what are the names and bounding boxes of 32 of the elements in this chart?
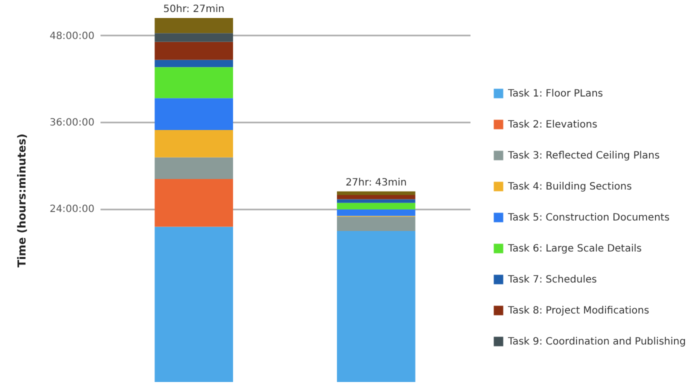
- legend-label: Task 8: Project Modifications: [507, 306, 650, 316]
- legend-label: Task 9: Coordination and Publishing: [507, 336, 686, 348]
- total-label: 27hr: 43min: [346, 177, 407, 188]
- bar: [154, 179, 234, 227]
- y-tick-label: 24:00:00: [50, 204, 94, 216]
- bar: [154, 18, 234, 34]
- bar: [154, 60, 234, 68]
- legend-label: Task 6: Large Scale Details: [507, 244, 642, 254]
- y-tick-label: 48:00:00: [50, 30, 94, 42]
- legend-label: Task 5: Construction Documents: [507, 212, 670, 224]
- legend-label: Task 2: Elevations: [507, 120, 598, 130]
- legend-label: Task 4: Building Sections: [507, 182, 632, 192]
- y-tick-label: 36:00:00: [50, 118, 94, 128]
- bar: [154, 157, 234, 180]
- legend-label: Task 3: Reflected Ceiling Plans: [507, 150, 660, 162]
- bar: [336, 191, 416, 195]
- bar: [336, 202, 416, 210]
- legend-label: Task 7: Schedules: [507, 274, 597, 286]
- bar: [154, 226, 234, 382]
- bar: [154, 130, 234, 158]
- bar: [336, 194, 416, 200]
- y-axis-title: Time (hours:minutes): [16, 134, 29, 268]
- bar: [336, 209, 416, 216]
- bar: [154, 42, 234, 60]
- bar: [336, 199, 416, 203]
- total-label: 50hr: 27min: [163, 4, 224, 15]
- legend-label: Task 1: Floor PLans: [507, 88, 604, 100]
- bar: [154, 98, 234, 130]
- bar: [336, 216, 416, 232]
- bar: [336, 231, 416, 382]
- bar: [154, 33, 234, 42]
- bar: [154, 67, 234, 98]
